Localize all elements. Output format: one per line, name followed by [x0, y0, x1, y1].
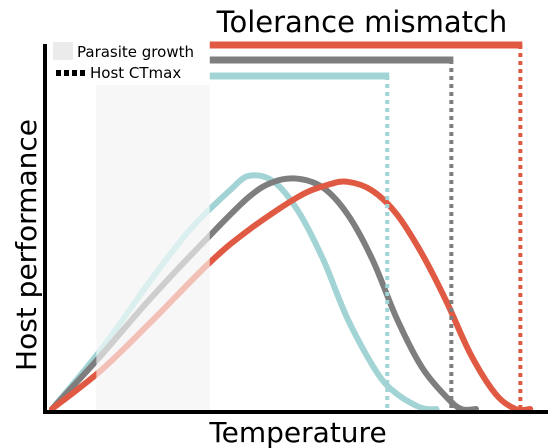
- x-axis-label: Temperature: [208, 416, 386, 448]
- parasite-growth-overlay: [96, 85, 210, 410]
- series-layer: [49, 85, 534, 414]
- chart-title: Tolerance mismatch: [216, 5, 508, 39]
- legend: Parasite growth Host CTmax: [53, 42, 194, 82]
- legend-swatch-parasite-growth: [53, 42, 73, 60]
- tolerance-bar-layer: [209, 41, 523, 80]
- legend-label-host-ctmax: Host CTmax: [90, 64, 181, 82]
- ctmax-layer: [385, 45, 523, 412]
- legend-label-parasite-growth: Parasite growth: [77, 43, 194, 61]
- y-axis-label: Host performance: [10, 119, 43, 371]
